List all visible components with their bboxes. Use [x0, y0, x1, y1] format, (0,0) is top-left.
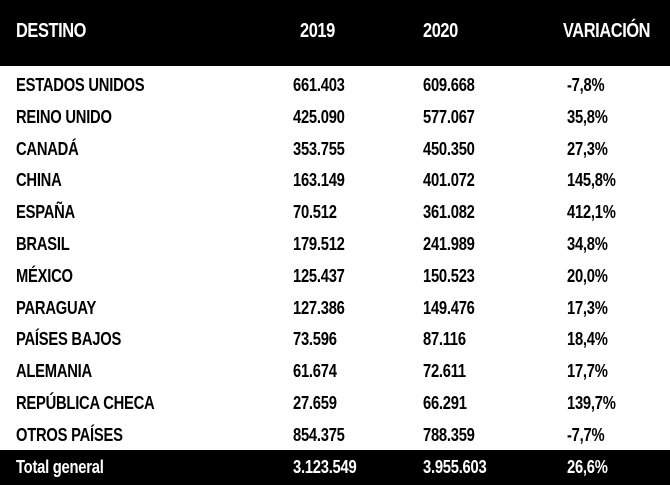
- cell-2020: 788.359: [423, 424, 475, 445]
- cell-2020: 87.116: [423, 329, 466, 350]
- table-row: REINO UNIDO 425.090 577.067 35,8%: [0, 101, 670, 133]
- table-row: CANADÁ 353.755 450.350 27,3%: [0, 133, 670, 165]
- cell-2019: 854.375: [293, 424, 345, 445]
- table-header: DESTINO 2019 2020 VARIACIÓN: [0, 0, 670, 66]
- header-variacion: VARIACIÓN: [563, 20, 651, 42]
- table-row: ESPAÑA 70.512 361.082 412,1%: [0, 196, 670, 228]
- total-variacion: 26,6%: [567, 457, 608, 477]
- cell-destino: MÉXICO: [16, 265, 73, 286]
- cell-variacion: 17,3%: [567, 297, 608, 318]
- cell-destino: PAÍSES BAJOS: [16, 329, 122, 350]
- cell-destino: REINO UNIDO: [16, 106, 112, 127]
- cell-variacion: 145,8%: [567, 170, 616, 191]
- cell-2020: 150.523: [423, 265, 475, 286]
- cell-destino: CANADÁ: [16, 138, 79, 159]
- cell-destino: REPÚBLICA CHECA: [16, 393, 155, 413]
- table-row: BRASIL 179.512 241.989 34,8%: [0, 228, 670, 260]
- cell-2019: 27.659: [293, 393, 337, 413]
- cell-variacion: 35,8%: [567, 106, 608, 127]
- cell-2019: 127.386: [293, 297, 345, 318]
- cell-2019: 353.755: [293, 138, 345, 159]
- table-row: CHINA 163.149 401.072 145,8%: [0, 164, 670, 196]
- cell-destino: CHINA: [16, 170, 62, 191]
- cell-variacion: 139,7%: [567, 393, 616, 413]
- header-2019: 2019: [300, 20, 335, 42]
- cell-2019: 425.090: [293, 106, 345, 127]
- table-total-row: Total general 3.123.549 3.955.603 26,6%: [0, 450, 670, 485]
- cell-variacion: 34,8%: [567, 234, 608, 254]
- cell-destino: BRASIL: [16, 234, 70, 254]
- cell-destino: OTROS PAÍSES: [16, 424, 123, 445]
- cell-2020: 361.082: [423, 202, 475, 223]
- cell-2020: 66.291: [423, 393, 467, 413]
- total-2019: 3.123.549: [293, 457, 357, 477]
- cell-2019: 61.674: [293, 361, 337, 382]
- cell-2020: 149.476: [423, 297, 475, 318]
- cell-2019: 661.403: [293, 75, 345, 95]
- cell-variacion: 412,1%: [567, 202, 616, 223]
- cell-destino: ESPAÑA: [16, 202, 75, 223]
- header-destino: DESTINO: [16, 20, 87, 42]
- cell-variacion: 17,7%: [567, 361, 608, 382]
- table-row: OTROS PAÍSES 854.375 788.359 -7,7%: [0, 419, 670, 451]
- table-row: PAÍSES BAJOS 73.596 87.116 18,4%: [0, 323, 670, 355]
- cell-2020: 401.072: [423, 170, 475, 191]
- cell-2020: 72.611: [423, 361, 466, 382]
- cell-variacion: 27,3%: [567, 138, 608, 159]
- cell-2019: 70.512: [293, 202, 337, 223]
- cell-2020: 577.067: [423, 106, 475, 127]
- table-row: ESTADOS UNIDOS 661.403 609.668 -7,8%: [0, 69, 670, 101]
- cell-2019: 179.512: [293, 234, 345, 254]
- cell-2020: 241.989: [423, 234, 475, 254]
- cell-destino: ESTADOS UNIDOS: [16, 75, 145, 95]
- cell-destino: ALEMANIA: [16, 361, 92, 382]
- table-row: ALEMANIA 61.674 72.611 17,7%: [0, 355, 670, 387]
- header-2020: 2020: [423, 20, 458, 42]
- cell-2020: 609.668: [423, 75, 475, 95]
- cell-2020: 450.350: [423, 138, 475, 159]
- cell-variacion: 20,0%: [567, 265, 608, 286]
- cell-destino: PARAGUAY: [16, 297, 97, 318]
- table-row: PARAGUAY 127.386 149.476 17,3%: [0, 292, 670, 324]
- cell-variacion: -7,8%: [567, 75, 605, 95]
- cell-variacion: -7,7%: [567, 424, 605, 445]
- total-2020: 3.955.603: [423, 457, 487, 477]
- total-label: Total general: [16, 457, 104, 477]
- cell-2019: 73.596: [293, 329, 337, 350]
- cell-2019: 125.437: [293, 265, 345, 286]
- table-row: MÉXICO 125.437 150.523 20,0%: [0, 260, 670, 292]
- cell-2019: 163.149: [293, 170, 345, 191]
- table-row: REPÚBLICA CHECA 27.659 66.291 139,7%: [0, 387, 670, 419]
- cell-variacion: 18,4%: [567, 329, 608, 350]
